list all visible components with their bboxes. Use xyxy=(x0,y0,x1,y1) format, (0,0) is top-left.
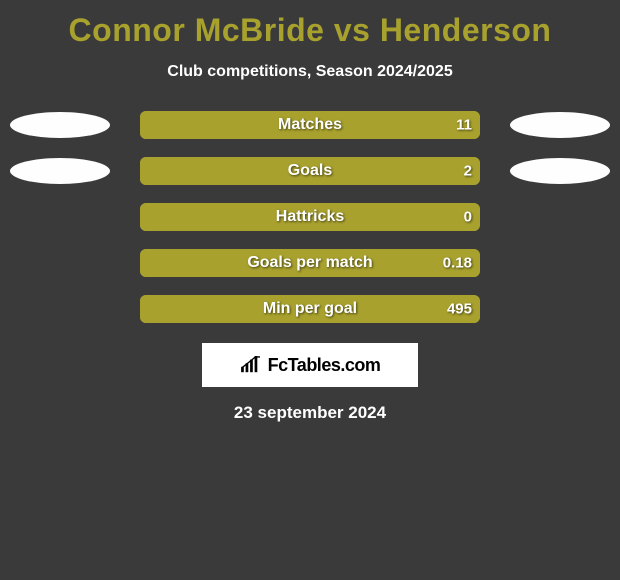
stat-value-right: 495 xyxy=(447,301,472,318)
bar-chart-icon xyxy=(240,356,262,374)
stat-label: Min per goal xyxy=(263,300,357,318)
stat-label: Matches xyxy=(278,116,342,134)
ellipse-icon xyxy=(510,158,610,184)
stat-row: Hattricks 0 xyxy=(0,203,620,231)
stat-value-right: 11 xyxy=(456,117,472,134)
stat-bar: Min per goal 495 xyxy=(140,295,480,323)
stat-label: Goals xyxy=(288,162,332,180)
stat-label: Hattricks xyxy=(276,208,344,226)
stat-bar: Matches 11 xyxy=(140,111,480,139)
stat-bar: Goals per match 0.18 xyxy=(140,249,480,277)
stat-bar: Hattricks 0 xyxy=(140,203,480,231)
stat-value-right: 2 xyxy=(464,163,472,180)
stat-row: Matches 11 xyxy=(0,111,620,139)
stat-row: Goals per match 0.18 xyxy=(0,249,620,277)
ellipse-icon xyxy=(10,158,110,184)
stat-value-right: 0 xyxy=(464,209,472,226)
page-title: Connor McBride vs Henderson xyxy=(69,12,552,49)
ellipse-icon xyxy=(10,112,110,138)
root-container: Connor McBride vs Henderson Club competi… xyxy=(0,0,620,423)
date-label: 23 september 2024 xyxy=(234,403,386,423)
brand-box[interactable]: FcTables.com xyxy=(202,343,418,387)
subtitle: Club competitions, Season 2024/2025 xyxy=(167,63,452,81)
brand-text: FcTables.com xyxy=(268,355,381,376)
stats-list: Matches 11 Goals 2 Hattricks 0 Goals per match… xyxy=(0,111,620,323)
stat-row: Goals 2 xyxy=(0,157,620,185)
stat-value-right: 0.18 xyxy=(443,255,472,272)
stat-bar: Goals 2 xyxy=(140,157,480,185)
stat-row: Min per goal 495 xyxy=(0,295,620,323)
ellipse-icon xyxy=(510,112,610,138)
stat-label: Goals per match xyxy=(247,254,372,272)
